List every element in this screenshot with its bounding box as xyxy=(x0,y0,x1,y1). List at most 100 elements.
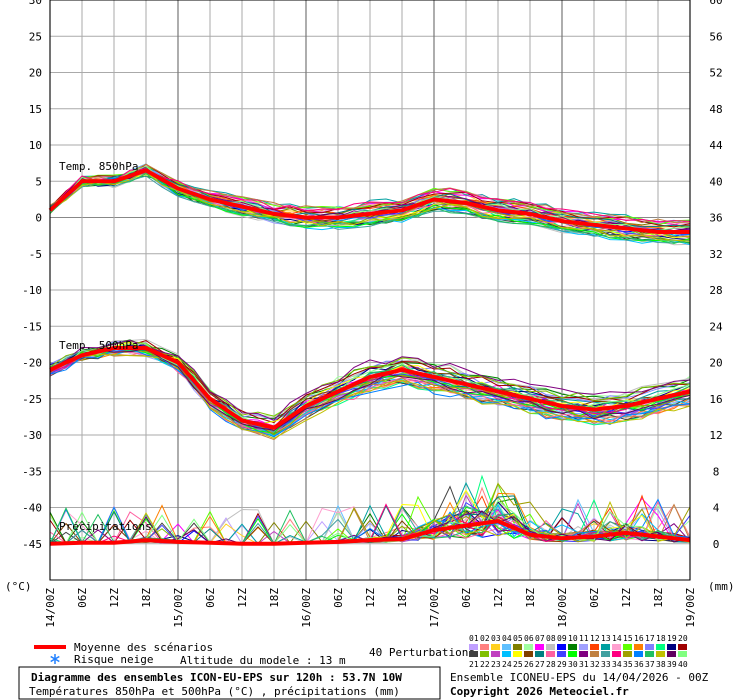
member-line-850 xyxy=(49,170,691,242)
right-tick-label: 36 xyxy=(709,212,722,225)
palette-swatch xyxy=(612,644,621,650)
x-tick-label: 06Z xyxy=(588,588,601,608)
palette-number: 17 xyxy=(645,634,655,643)
left-tick-label: -10 xyxy=(22,284,42,297)
x-tick-label: 12Z xyxy=(620,588,633,608)
palette-number: 01 xyxy=(469,634,479,643)
left-tick-label: 30 xyxy=(29,0,42,7)
palette-swatch xyxy=(491,644,500,650)
palette-number: 18 xyxy=(656,634,666,643)
legend-mean-label: Moyenne des scénarios xyxy=(74,641,213,654)
label-precipitations: Précipitations xyxy=(59,520,152,533)
palette-swatch xyxy=(557,651,566,657)
left-tick-label: -5 xyxy=(29,248,42,261)
right-tick-label: 60 xyxy=(709,0,722,7)
palette-number: 15 xyxy=(623,634,633,643)
left-axis: 30 25 20 15 10 5 0 -5 -10 -15 -20 -25 -30 -35 -40 -45 xyxy=(22,0,42,551)
x-tick-label: 18Z xyxy=(396,588,409,608)
left-tick-label: -30 xyxy=(22,429,42,442)
x-tick-label: 12Z xyxy=(108,588,121,608)
palette-number: 10 xyxy=(568,634,578,643)
palette-swatch xyxy=(656,644,665,650)
snowflake-icon xyxy=(50,654,60,664)
palette-swatch xyxy=(480,651,489,657)
x-tick-label: 18Z xyxy=(268,588,281,608)
palette-number: 24 xyxy=(502,660,512,669)
left-tick-label: -45 xyxy=(22,538,42,551)
palette-swatch xyxy=(579,644,588,650)
left-tick-label: -15 xyxy=(22,320,42,333)
right-tick-label: 12 xyxy=(709,429,722,442)
member-line-500 xyxy=(49,341,691,417)
legend: Moyenne des scénarios Risque neige Altit… xyxy=(34,634,688,669)
palette-number: 12 xyxy=(590,634,600,643)
right-tick-label: 20 xyxy=(709,357,722,370)
x-tick-label: 06Z xyxy=(332,588,345,608)
mean-line-850 xyxy=(48,168,690,234)
palette-number: 32 xyxy=(590,660,600,669)
member-line-500 xyxy=(49,349,691,437)
palette-number: 39 xyxy=(667,660,677,669)
right-tick-label: 48 xyxy=(709,103,722,116)
palette-number: 28 xyxy=(546,660,556,669)
left-tick-label: 20 xyxy=(29,67,42,80)
palette-swatch xyxy=(568,651,577,657)
x-tick-label: 12Z xyxy=(492,588,505,608)
palette-number: 27 xyxy=(535,660,545,669)
right-tick-label: 4 xyxy=(713,502,720,515)
member-line-500 xyxy=(49,348,691,431)
palette-swatch xyxy=(502,644,511,650)
label-temp-500: Temp. 500hPa xyxy=(59,339,138,352)
palette-number: 25 xyxy=(513,660,523,669)
mean-line-500 xyxy=(49,346,691,430)
palette-number: 37 xyxy=(645,660,655,669)
right-tick-label: 28 xyxy=(709,284,722,297)
palette-swatch xyxy=(623,644,632,650)
palette-number: 35 xyxy=(623,660,633,669)
x-tick-label: 17/00Z xyxy=(428,588,441,628)
x-tick-label: 18Z xyxy=(140,588,153,608)
palette-number: 26 xyxy=(524,660,534,669)
member-line-500 xyxy=(49,346,691,434)
mean-lines xyxy=(48,168,691,546)
footer-run: Ensemble ICONEU-EPS du 14/04/2026 - 00Z xyxy=(450,671,709,684)
mean-line-precip xyxy=(49,519,691,546)
member-line-850 xyxy=(49,175,691,244)
member-line-500 xyxy=(49,354,691,439)
right-tick-label: 0 xyxy=(713,538,720,551)
perturbations-label: 40 Perturbations xyxy=(369,646,475,659)
palette-number: 07 xyxy=(535,634,545,643)
palette-swatch xyxy=(579,651,588,657)
right-tick-label: 40 xyxy=(709,175,722,188)
palette-number: 40 xyxy=(678,660,688,669)
x-tick-label: 18/00Z xyxy=(556,588,569,628)
legend-snow-label: Risque neige xyxy=(74,653,153,666)
footer-copyright: Copyright 2026 Meteociel.fr xyxy=(450,685,629,698)
palette-swatch xyxy=(590,644,599,650)
palette-swatch xyxy=(645,651,654,657)
palette-swatch xyxy=(612,651,621,657)
left-tick-label: 10 xyxy=(29,139,42,152)
palette-number: 03 xyxy=(491,634,501,643)
label-temp-850: Temp. 850hPa xyxy=(59,160,138,173)
palette-swatch xyxy=(634,644,643,650)
palette-swatch xyxy=(546,644,555,650)
left-tick-label: 0 xyxy=(35,212,42,225)
left-tick-label: -25 xyxy=(22,393,42,406)
right-tick-label: 52 xyxy=(709,67,722,80)
palette-swatch xyxy=(568,644,577,650)
right-tick-label: 24 xyxy=(709,320,723,333)
footer-title: Diagramme des ensembles ICON-EU-EPS sur … xyxy=(31,671,402,684)
palette-number: 16 xyxy=(634,634,644,643)
palette-number: 38 xyxy=(656,660,666,669)
x-axis: 14/00Z 06Z 12Z 18Z 15/00Z 06Z 12Z 18Z 16/00Z 06Z 1… xyxy=(44,588,697,628)
left-tick-label: 5 xyxy=(35,175,42,188)
palette-number: 11 xyxy=(579,634,589,643)
palette-number: 14 xyxy=(612,634,622,643)
palette-number: 20 xyxy=(678,634,688,643)
palette-number: 33 xyxy=(601,660,611,669)
right-tick-label: 8 xyxy=(713,465,720,478)
left-tick-label: -35 xyxy=(22,465,42,478)
right-tick-label: 56 xyxy=(709,30,722,43)
